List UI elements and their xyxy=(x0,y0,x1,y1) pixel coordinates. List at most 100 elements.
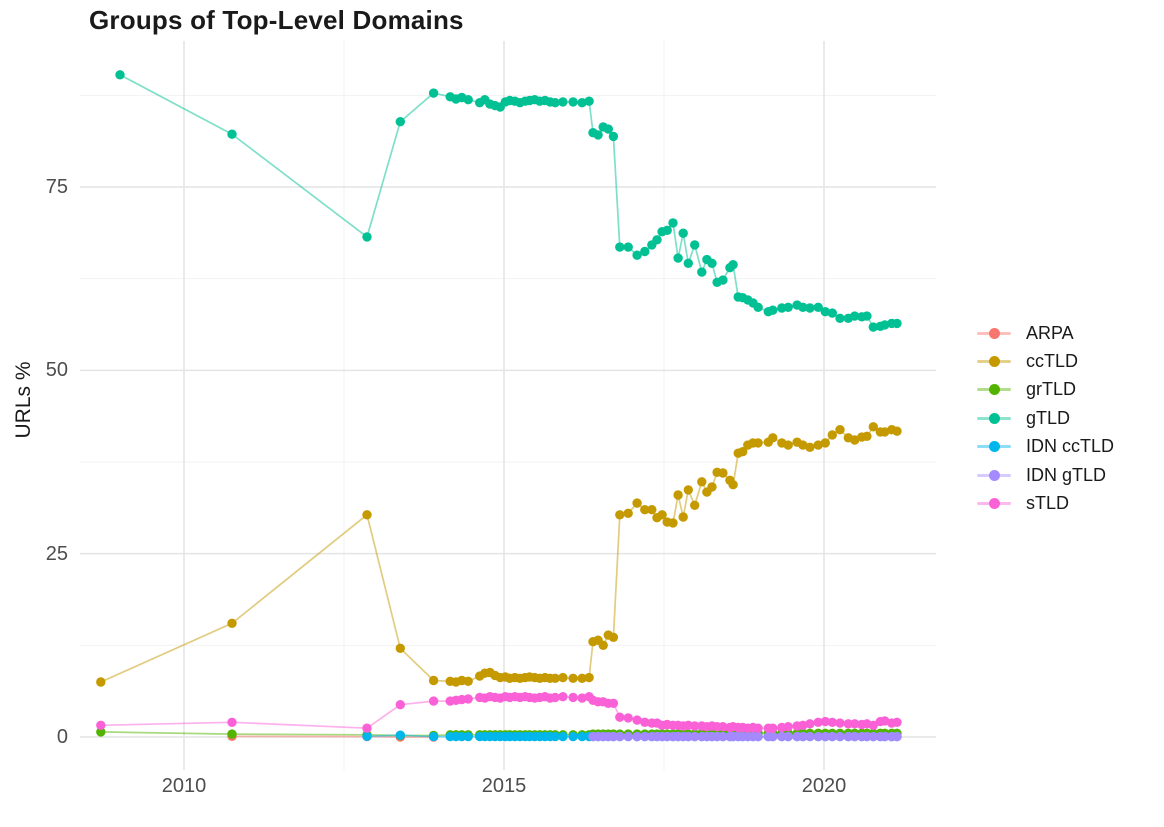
data-point xyxy=(558,97,568,107)
data-point xyxy=(718,275,728,285)
data-point xyxy=(728,260,738,270)
x-tick-label: 2020 xyxy=(801,775,847,797)
data-point xyxy=(623,713,633,723)
series-cctld xyxy=(96,422,902,687)
data-point xyxy=(640,731,650,742)
data-point xyxy=(362,510,372,520)
data-point xyxy=(463,694,473,704)
data-point xyxy=(623,508,633,518)
data-point xyxy=(640,246,650,257)
data-point xyxy=(718,731,728,742)
legend-dot-icon xyxy=(988,384,1000,396)
data-point xyxy=(798,720,808,730)
data-point xyxy=(593,130,603,140)
data-point xyxy=(463,731,473,742)
legend: ARPA ccTLD grTLD gTLD IDN ccTLD IDN gTLD sTLD xyxy=(977,319,1114,518)
data-point xyxy=(683,485,693,495)
data-point xyxy=(558,672,568,683)
data-point xyxy=(862,311,872,321)
data-point xyxy=(753,302,763,312)
data-point xyxy=(568,692,578,703)
data-point xyxy=(827,308,837,318)
data-point xyxy=(805,303,815,313)
data-point xyxy=(608,698,619,708)
data-point xyxy=(728,480,738,490)
data-point xyxy=(362,723,372,733)
data-point xyxy=(868,422,878,432)
data-point xyxy=(428,696,439,706)
data-point xyxy=(463,95,473,105)
data-point xyxy=(428,731,439,742)
chart-title: Groups of Top-Level Domains xyxy=(89,5,464,35)
data-point xyxy=(805,442,815,452)
data-point xyxy=(568,673,578,683)
legend-label: gTLD xyxy=(1026,407,1071,428)
data-point xyxy=(798,302,808,312)
legend-item-idn-gtld: IDN gTLD xyxy=(977,461,1114,489)
y-tick-label: 50 xyxy=(45,359,68,382)
data-point xyxy=(673,253,683,263)
data-point xyxy=(550,98,560,108)
data-point xyxy=(798,731,808,742)
data-point xyxy=(813,440,823,450)
data-point xyxy=(707,258,717,268)
legend-dot-icon xyxy=(988,356,1000,368)
y-tick-label: 25 xyxy=(45,542,68,565)
legend-label: sTLD xyxy=(1026,493,1070,514)
data-point xyxy=(813,717,823,727)
data-point xyxy=(868,720,878,730)
data-point xyxy=(96,677,106,687)
legend-item-idn-cctld: IDN ccTLD xyxy=(977,433,1114,461)
data-point xyxy=(768,723,778,733)
y-tick-label: 75 xyxy=(45,176,68,198)
data-point xyxy=(598,640,608,650)
data-point xyxy=(678,512,688,522)
data-point xyxy=(584,96,594,106)
legend-key-icon xyxy=(977,383,1011,397)
data-point xyxy=(428,675,439,686)
data-point xyxy=(668,218,678,228)
data-point xyxy=(362,232,372,242)
y-axis-title: URLs % xyxy=(12,361,35,439)
data-point xyxy=(690,721,700,731)
data-point xyxy=(227,129,237,139)
data-point xyxy=(603,124,613,134)
data-point xyxy=(835,313,845,323)
legend-key-icon xyxy=(977,326,1011,340)
data-point xyxy=(820,716,830,727)
legend-key-icon xyxy=(977,468,1011,482)
data-point xyxy=(558,692,568,702)
data-point xyxy=(690,240,700,250)
data-point xyxy=(673,490,683,500)
x-tick-label: 2010 xyxy=(161,775,207,797)
data-point xyxy=(835,731,845,742)
data-point xyxy=(753,438,763,448)
legend-label: grTLD xyxy=(1026,379,1077,400)
data-point xyxy=(608,632,619,642)
legend-dot-icon xyxy=(988,469,1000,481)
data-point xyxy=(768,433,778,443)
data-point xyxy=(96,720,106,730)
data-point xyxy=(615,712,625,722)
legend-item-gtld: gTLD xyxy=(977,404,1114,432)
data-point xyxy=(632,498,642,508)
legend-label: ccTLD xyxy=(1026,351,1079,372)
data-point xyxy=(550,673,560,683)
data-point xyxy=(690,500,700,510)
legend-item-stld: sTLD xyxy=(977,489,1114,517)
data-point xyxy=(827,717,837,727)
data-point xyxy=(850,719,860,729)
data-point xyxy=(820,731,830,742)
legend-dot-icon xyxy=(988,441,1000,453)
legend-label: IDN ccTLD xyxy=(1026,436,1115,457)
data-point xyxy=(805,731,815,742)
data-point xyxy=(227,618,237,628)
data-point xyxy=(835,718,845,728)
data-point xyxy=(707,482,717,492)
series-stld xyxy=(96,692,902,733)
series-line xyxy=(119,74,897,329)
data-point xyxy=(820,307,830,317)
data-point xyxy=(395,117,405,127)
data-point xyxy=(783,731,793,742)
